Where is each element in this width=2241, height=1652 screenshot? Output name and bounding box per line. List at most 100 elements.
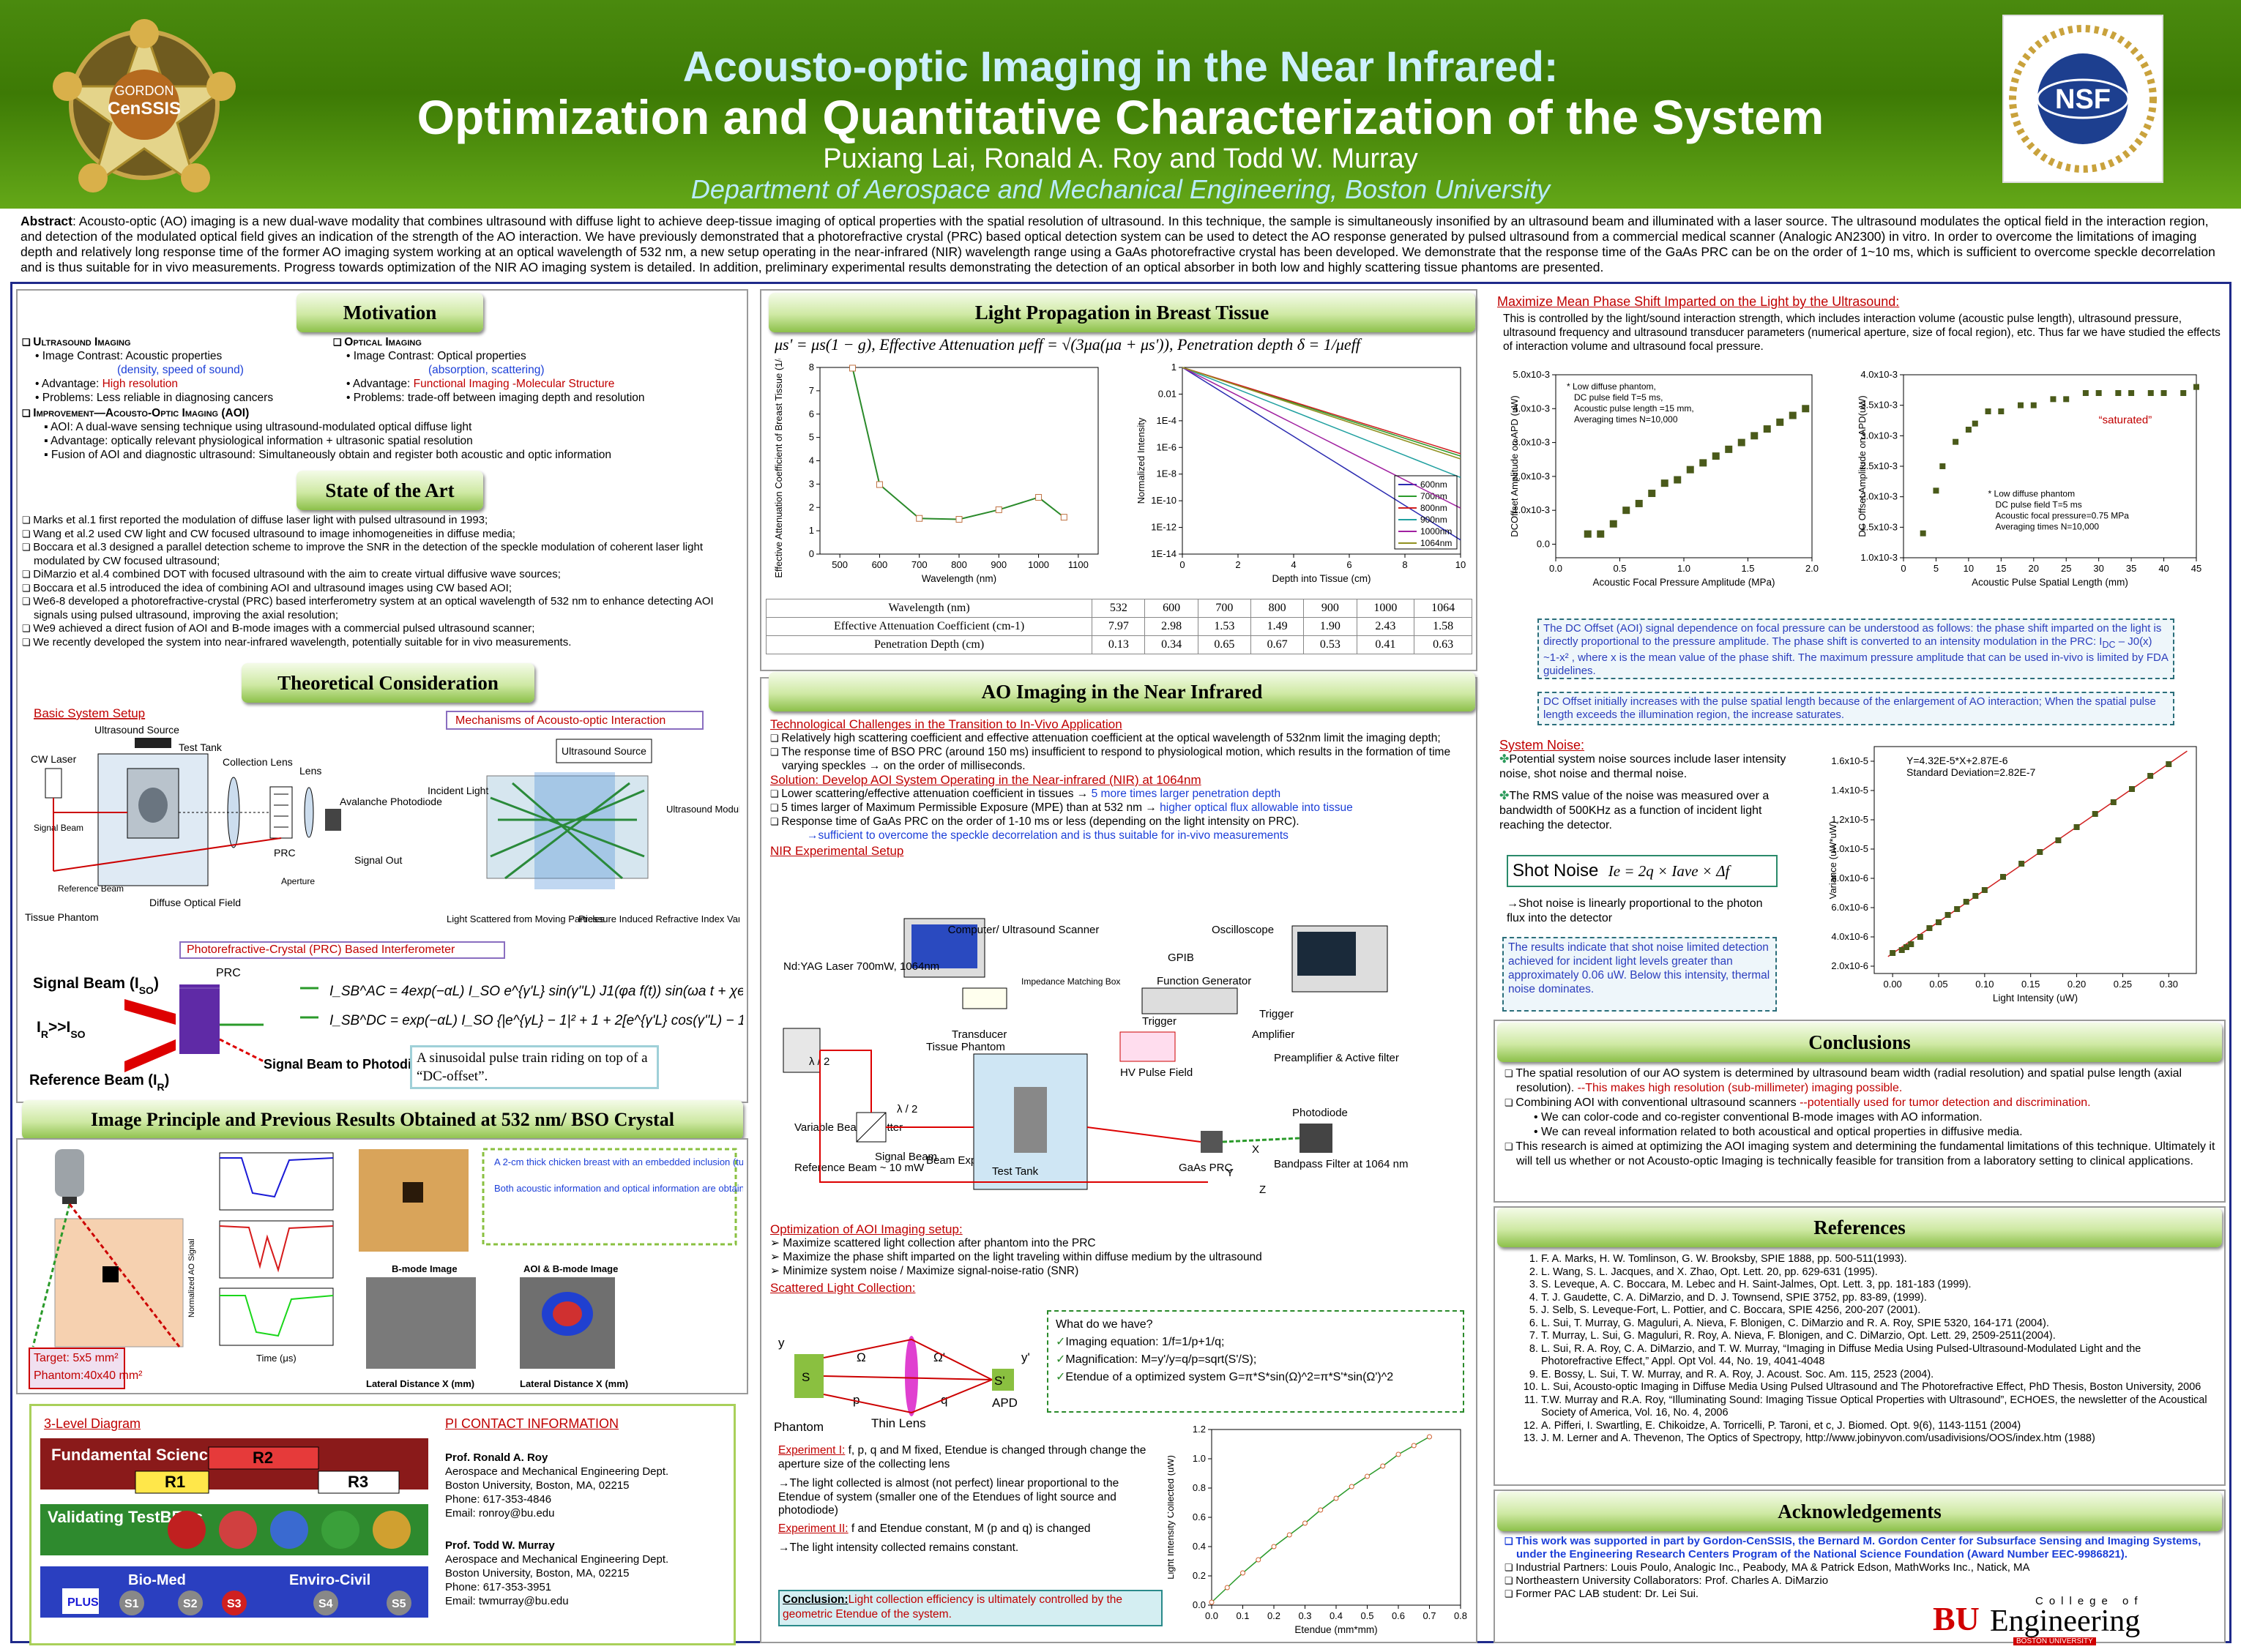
table-cell: Wavelength (nm) — [765, 599, 1093, 618]
plot-area — [1555, 374, 1813, 558]
shot-noise-label: Shot Noise — [1513, 861, 1599, 881]
setup-function-generator: Function Generator — [1157, 975, 1251, 987]
pulse-length-box: DC Offset initially increases with the p… — [1537, 692, 2174, 725]
aoi-head: Improvement—Acousto-Optic Imaging (AOI) — [22, 406, 743, 420]
table-cell: 0.67 — [1250, 635, 1305, 654]
setup-computer: Computer/ Ultrasound Scanner — [948, 924, 1100, 936]
x-tick-label: 20 — [2029, 563, 2039, 574]
y-tick-label: 5 — [809, 432, 814, 443]
table-cell: 2.98 — [1144, 617, 1198, 636]
setup-transducer: Transducer — [952, 1028, 1007, 1041]
us-item-0: Image Contrast: Acoustic properties — [42, 350, 223, 362]
y-tick-label: 0.0 — [1537, 538, 1550, 549]
label-tissue-phantom: Tissue Phantom — [25, 911, 99, 923]
y-tick-label: 2.0x10-6 — [1831, 960, 1868, 971]
pulselen-point — [2147, 390, 2154, 396]
pulselen-note: Acoustic focal pressure=0.75 MPa — [1996, 511, 2130, 521]
image-principle-figure: Target: 5x5 mm² Phantom:40x40 mm² Normal… — [29, 1148, 743, 1389]
nsf-logo: NSF — [2002, 15, 2163, 183]
decay-line — [1182, 367, 1461, 541]
setup-gaas-prc: GaAs PRC — [1179, 1162, 1233, 1174]
setup-reference-beam: Reference Beam ~ 10 mW — [794, 1162, 925, 1174]
optical-head: Optical Imaging — [333, 335, 743, 349]
contact-email[interactable]: Email: ronroy@bu.edu — [445, 1507, 555, 1520]
x-tick-label: 5 — [1934, 563, 1939, 574]
reference-item: L. Sui, T. Murray, G. Maguluri, A. Nieva… — [1541, 1318, 2215, 1331]
y-tick-label: 1 — [809, 525, 814, 536]
attenuation-point — [916, 515, 923, 522]
legend-label: 700nm — [1420, 491, 1447, 501]
state-item: DiMarzio et al.4 combined DOT with focus… — [22, 568, 743, 582]
x-tick-label: 0.0 — [1205, 1610, 1218, 1621]
table-cell: 800 — [1250, 599, 1305, 618]
legend-label: 800nm — [1420, 503, 1447, 513]
state-item: We6-8 developed a photorefractive-crysta… — [22, 595, 743, 622]
y-tick-label: 2.0x10-3 — [1513, 471, 1550, 482]
pressure-point — [1725, 445, 1733, 453]
label-cw-laser: CW Laser — [31, 753, 77, 765]
ack-item: Industrial Partners: Louis Poulo, Analog… — [1504, 1561, 2207, 1574]
noise-point — [2092, 811, 2098, 817]
mech-moving-particles: Light Scattered from Moving Particles — [447, 913, 605, 924]
x-tick-label: 4 — [1291, 559, 1296, 570]
x-tick-label: 0.25 — [2114, 979, 2132, 990]
noise-point — [1917, 934, 1923, 940]
time-label: Time (μs) — [256, 1353, 297, 1364]
svg-text:IR>>ISO: IR>>ISO — [37, 1019, 86, 1040]
sol-highlight: higher optical flux allowable into tissu… — [1160, 801, 1353, 814]
conclusion-highlight: --potentially used for tumor detection a… — [1800, 1096, 2091, 1109]
contact-roy: Prof. Ronald A. Roy Aerospace and Mechan… — [445, 1451, 727, 1520]
label-prc: PRC — [274, 847, 296, 859]
label-lens: Lens — [299, 765, 321, 777]
contact-email[interactable]: Email: twmurray@bu.edu — [445, 1595, 569, 1607]
x-tick-label: 6 — [1346, 559, 1351, 570]
table-cell: 0.53 — [1303, 635, 1357, 654]
table-cell: 900 — [1303, 599, 1357, 618]
label-aperture: Aperture — [281, 876, 315, 886]
reference-item: T. J. Gaudette, C. A. DiMarzio, and D. J… — [1541, 1292, 2215, 1305]
system-noise-head: System Noise: — [1499, 738, 1585, 752]
y-tick-label: 4.0x10-3 — [1513, 403, 1550, 414]
reference-item[interactable]: J. M. Lerner and A. Thevenon, The Optics… — [1541, 1432, 2215, 1446]
etendue-point — [1256, 1557, 1261, 1563]
y-axis-label: Light Intensity Collected (uW) — [1168, 1455, 1176, 1580]
what-do-we-have-box: What do we have? ✓Imaging equation: 1/f=… — [1047, 1310, 1464, 1413]
sol-item: 5 times larger of Maximum Permissible Ex… — [781, 801, 1160, 814]
prc-interferometer-title: Photorefractive-Crystal (PRC) Based Inte… — [179, 941, 505, 959]
table-cell: 0.34 — [1144, 635, 1198, 654]
y-tick-label: 4 — [809, 455, 814, 466]
fundamental-science: Fundamental Science — [51, 1446, 217, 1464]
bio-med-label: Bio-Med — [128, 1572, 186, 1588]
noise-point — [2037, 849, 2043, 855]
y-tick-label: 1E-10 — [1151, 495, 1177, 506]
mech-us-source: Ultrasound Source — [562, 745, 646, 757]
pulselen-point — [1933, 487, 1939, 494]
etendue-point — [1411, 1443, 1417, 1449]
shot-noise-equation: Ie = 2q × Iave × Δf — [1608, 862, 1730, 880]
setup-gpib: GPIB — [1168, 952, 1194, 964]
conclusion-item: The spatial resolution of our AO system … — [1515, 1067, 2182, 1094]
pulselen-point — [2050, 396, 2057, 403]
table-cell: 1.53 — [1197, 617, 1252, 636]
bu-univ-text: BOSTON UNIVERSITY — [2013, 1637, 2096, 1645]
s1-label: S1 — [124, 1598, 139, 1610]
s5-label: S5 — [392, 1598, 406, 1610]
x-tick-label: 10 — [1455, 559, 1466, 570]
opt-item: Minimize system noise / Maximize signal-… — [783, 1265, 1079, 1277]
y-tick-label: 1E-4 — [1157, 415, 1177, 426]
etendue-point — [1209, 1599, 1215, 1605]
y-tick-label: 1.0 — [1193, 1453, 1206, 1464]
etendue-point — [1365, 1473, 1370, 1479]
etendue-point — [1380, 1463, 1386, 1469]
motivation-aoi: Improvement—Acousto-Optic Imaging (AOI) … — [22, 406, 743, 462]
motivation-optical: Optical Imaging • Image Contrast: Optica… — [333, 335, 743, 405]
y-axis-label: Variance (uW*uW) — [1827, 821, 1838, 900]
exp2-result: →The light intensity collected remains c… — [778, 1541, 1019, 1554]
us-item-3: Problems: Less reliable in diagnosing ca… — [42, 392, 274, 404]
poster-authors: Puxiang Lai, Ronald A. Roy and Todd W. M… — [823, 143, 1418, 174]
noise-point — [2166, 761, 2172, 767]
plot-area — [819, 367, 1099, 555]
solution-head: Solution: Develop AOI System Operating i… — [770, 773, 1201, 787]
pressure-point — [1622, 507, 1630, 515]
r3-label: R3 — [348, 1473, 368, 1491]
